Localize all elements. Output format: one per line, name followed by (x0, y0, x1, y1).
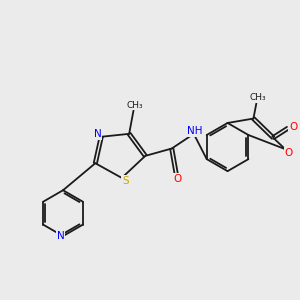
Text: O: O (289, 122, 297, 132)
Text: N: N (57, 231, 64, 241)
Text: S: S (122, 176, 129, 186)
Text: NH: NH (188, 127, 203, 136)
Text: CH₃: CH₃ (250, 93, 266, 102)
Text: O: O (173, 174, 182, 184)
Text: CH₃: CH₃ (127, 100, 143, 109)
Text: N: N (94, 129, 102, 140)
Text: O: O (285, 148, 293, 158)
